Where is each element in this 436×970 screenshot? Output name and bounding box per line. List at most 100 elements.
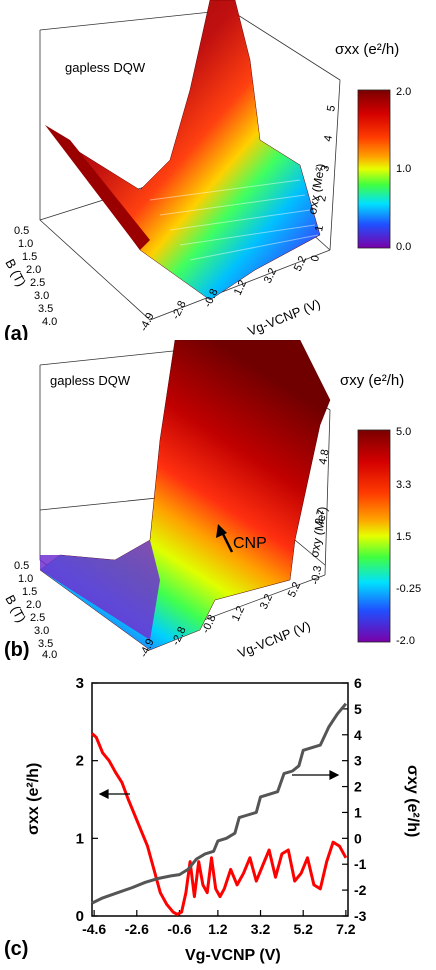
right-tick-label: 4 xyxy=(354,727,362,743)
panel-a-b-tick: 2.5 xyxy=(30,277,45,289)
panel-a-b-ticks: 0.5 1.0 1.5 2.0 2.5 3.0 3.5 4.0 xyxy=(14,225,57,328)
x-tick-label: -2.6 xyxy=(125,921,149,937)
panel-a-b-tick: 2.0 xyxy=(26,264,41,276)
panel-a-3d-plot: gapless DQW 0.5 1.0 1.5 2.0 2.5 3.0 3.5 … xyxy=(2,0,411,340)
panel-a-colorbar-ticks: 2.0 1.0 0.0 xyxy=(396,86,411,253)
right-tick-label: 0 xyxy=(354,830,362,846)
panel-a-colorbar-tick: 1.0 xyxy=(396,163,411,175)
panel-b-colorbar-tick: -2.0 xyxy=(396,635,415,647)
x-axis-label: Vg-VCNP (V) xyxy=(185,947,281,964)
left-axis-ticks: 0 1 2 3 xyxy=(76,675,98,925)
panel-a-colorbar-tick: 2.0 xyxy=(396,86,411,98)
panel-b-z-tick: -0.3 xyxy=(309,565,324,586)
panel-a-surface-left-ridge xyxy=(45,125,150,250)
panel-a-vg-tick: 1.2 xyxy=(232,278,249,297)
panel-b-z-ticks: -0.3 2.7 4.8 xyxy=(309,448,331,585)
x-tick-label: -4.6 xyxy=(82,921,106,937)
series-sigma-xx-line xyxy=(90,732,348,916)
panel-b-z-tick: 2.7 xyxy=(313,508,327,525)
panel-b-b-tick: 3.5 xyxy=(38,638,53,650)
panel-a-b-tick: 3.5 xyxy=(38,303,53,315)
panel-a-z-tick: 3 xyxy=(319,164,332,172)
panel-b-3d-plot: gapless DQW CNP 0.5 1.0 1.5 2.0 2.5 3.0 … xyxy=(2,340,421,660)
panel-b-inset-label: gapless DQW xyxy=(50,373,131,388)
panel-a-colorbar-tick: 0.0 xyxy=(396,241,411,253)
panel-a-z-tick: 5 xyxy=(325,104,338,112)
left-tick-label: 0 xyxy=(76,908,84,925)
x-tick-label: 1.2 xyxy=(208,921,228,937)
panel-b-surface-plateau xyxy=(40,540,160,640)
x-tick-label: -0.6 xyxy=(167,921,191,937)
panel-b-b-tick: 0.5 xyxy=(14,560,29,572)
panel-a-vg-tick: -4.9 xyxy=(138,311,157,333)
panel-b-b-tick: 2.5 xyxy=(30,612,45,624)
panel-b-colorbar-tick: 5.0 xyxy=(396,426,411,438)
panel-a-b-tick: 1.5 xyxy=(22,251,37,263)
panel-c-letter: (c) xyxy=(4,938,28,960)
right-tick-label: 5 xyxy=(354,701,362,717)
right-tick-label: 1 xyxy=(354,804,362,820)
panel-b-colorbar-title: σxy (e²/h) xyxy=(340,372,404,389)
panel-b-b-tick: 1.5 xyxy=(22,586,37,598)
panel-b-cnp-arrowhead xyxy=(216,524,227,538)
panel-a-z-tick: 2 xyxy=(316,194,329,202)
panel-a-z-tick: 4 xyxy=(322,134,335,142)
panel-a-surface-ridges xyxy=(149,179,319,261)
right-tick-label: -3 xyxy=(354,908,367,924)
panel-a-letter: (a) xyxy=(4,323,28,340)
panel-b-vg-axis-title: Vg-VCNP (V) xyxy=(236,618,313,660)
x-tick-label: 3.2 xyxy=(251,921,271,937)
panel-b-b-tick: 4.0 xyxy=(42,649,57,660)
panel-a: gapless DQW 0.5 1.0 1.5 2.0 2.5 3.0 3.5 … xyxy=(0,0,436,340)
panel-b-b-tick: 1.0 xyxy=(18,573,33,585)
panel-b-vg-tick: 3.2 xyxy=(258,592,275,611)
panel-b-z-tick: 4.8 xyxy=(317,448,331,465)
panel-b-b-tick: 3.0 xyxy=(34,625,49,637)
panel-b-b-tick: 2.0 xyxy=(26,599,41,611)
panel-b-colorbar-tick: 3.3 xyxy=(396,479,411,491)
panel-b-cnp-arrow xyxy=(220,531,234,553)
right-tick-label: 6 xyxy=(354,675,362,691)
panel-b-colorbar-tick: -0.25 xyxy=(396,583,421,595)
right-axis-ticks: -3 -2 -1 0 1 2 3 4 5 6 xyxy=(342,675,367,924)
panel-b-vg-tick: 5.2 xyxy=(286,580,303,599)
panel-b-cnp-label: CNP xyxy=(233,535,267,552)
panel-a-z-tick: 0 xyxy=(309,254,322,262)
right-axis-arrow xyxy=(292,770,340,780)
panel-c-line-chart: 0 1 2 3 -3 -2 -1 0 1 2 3 4 5 6 -4.6 -2.6 -0.6 1.2 3.2 5.2… xyxy=(4,675,421,964)
left-tick-label: 1 xyxy=(76,830,84,847)
panel-a-b-tick: 3.0 xyxy=(34,290,49,302)
left-tick-label: 3 xyxy=(76,675,84,692)
x-tick-label: 7.2 xyxy=(336,921,356,937)
series-group xyxy=(90,702,348,916)
series-sigma-xy-line xyxy=(91,702,348,905)
right-tick-label: -1 xyxy=(354,856,367,872)
panel-a-z-tick: 1 xyxy=(313,224,326,232)
right-tick-label: -2 xyxy=(354,882,367,898)
y-axis-right-label: σxy (e²/h) xyxy=(404,765,421,837)
panel-a-z-axis-title: σxx (Me²) xyxy=(305,162,328,215)
panel-a-b-tick: 1.0 xyxy=(18,238,33,250)
panel-b-b-ticks: 0.5 1.0 1.5 2.0 2.5 3.0 3.5 4.0 xyxy=(14,560,57,660)
panel-b-vg-tick: 1.2 xyxy=(230,604,247,623)
panel-a-surface xyxy=(59,0,321,301)
panel-a-inset-label: gapless DQW xyxy=(65,60,146,75)
panel-c: 0 1 2 3 -3 -2 -1 0 1 2 3 4 5 6 -4.6 -2.6 -0.6 1.2 3.2 5.2… xyxy=(0,665,436,970)
panel-a-vg-tick: 5.2 xyxy=(292,254,309,273)
panel-a-colorbar xyxy=(357,89,391,249)
panel-a-b-tick: 4.0 xyxy=(42,316,57,328)
panel-b-colorbar-tick: 1.5 xyxy=(396,531,411,543)
panel-b: gapless DQW CNP 0.5 1.0 1.5 2.0 2.5 3.0 … xyxy=(0,340,436,660)
x-tick-label: 5.2 xyxy=(293,921,313,937)
panel-b-colorbar-ticks: 5.0 3.3 1.5 -0.25 -2.0 xyxy=(396,426,421,647)
panel-a-vg-tick: -2.8 xyxy=(170,299,189,321)
panel-a-z-ticks: 0 1 2 3 4 5 xyxy=(309,104,338,262)
y-axis-left-label: σxx (e²/h) xyxy=(25,763,42,835)
right-tick-label: 2 xyxy=(354,779,362,795)
panel-b-letter: (b) xyxy=(4,639,30,660)
x-axis-ticks: -4.6 -2.6 -0.6 1.2 3.2 5.2 7.2 xyxy=(82,910,356,937)
right-tick-label: 3 xyxy=(354,753,362,769)
panel-a-vg-axis-title: Vg-VCNP (V) xyxy=(246,296,323,339)
left-tick-label: 2 xyxy=(76,753,84,770)
panel-a-b-tick: 0.5 xyxy=(14,225,29,237)
